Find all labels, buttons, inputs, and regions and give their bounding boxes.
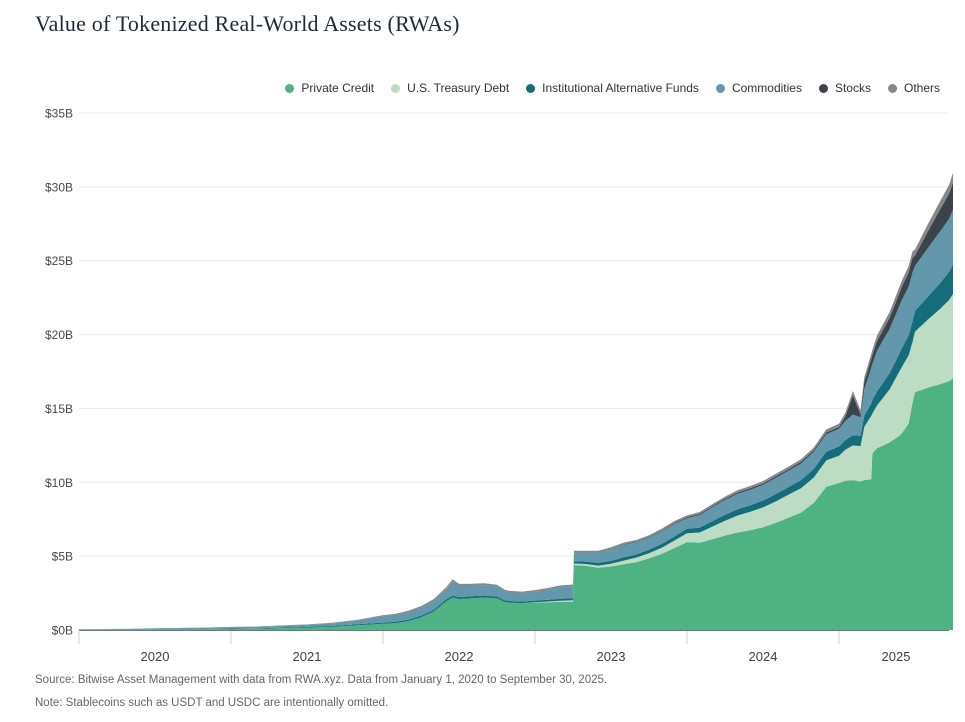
- legend-item-private-credit: Private Credit: [285, 81, 374, 95]
- legend-dot-others: [887, 83, 897, 93]
- note-text: Note: Stablecoins such as USDT and USDC …: [35, 697, 389, 709]
- legend-item-stocks: Stocks: [818, 81, 871, 95]
- legend-dot-stocks: [818, 83, 828, 93]
- legend-item-label: Private Credit: [301, 81, 375, 95]
- x-tick-label: 2023: [597, 649, 626, 664]
- y-axis-labels: $0B $5B $10B $15B $20B $25B $30B $35B: [45, 107, 73, 638]
- y-tick-label: $35B: [45, 107, 73, 121]
- legend-item-u-s-treasury-debt: U.S. Treasury Debt: [391, 81, 509, 95]
- source-text: Source: Bitwise Asset Management with da…: [35, 674, 608, 686]
- legend-dot-commodities: [715, 83, 725, 93]
- legend-dot-private-credit: [285, 83, 295, 93]
- legend-item-label: U.S. Treasury Debt: [407, 81, 510, 95]
- legend-dot-u-s-treasury-debt: [391, 83, 401, 93]
- legend-item-label: Stocks: [834, 81, 871, 95]
- legend-dot-institutional-alternative-funds: [526, 83, 536, 93]
- y-tick-label: $0B: [52, 624, 73, 638]
- y-tick-label: $30B: [45, 180, 73, 194]
- y-tick-label: $25B: [45, 254, 73, 268]
- legend-item-label: Institutional Alternative Funds: [542, 81, 699, 95]
- x-tick-label: 2021: [293, 649, 322, 664]
- area-series: [79, 172, 953, 630]
- chart-title: Value of Tokenized Real-World Assets (RW…: [35, 11, 460, 36]
- y-tick-label: $20B: [45, 328, 73, 342]
- x-axis-labels: 2020 2021 2022 2023 2024 2025: [141, 649, 911, 664]
- legend-item-commodities: Commodities: [715, 81, 802, 95]
- legend-item-institutional-alternative-funds: Institutional Alternative Funds: [526, 81, 699, 95]
- chart-footer: Source: Bitwise Asset Management with da…: [35, 669, 607, 715]
- y-gridlines: [79, 112, 949, 557]
- legend-item-label: Others: [903, 81, 940, 95]
- y-tick-label: $10B: [45, 476, 73, 490]
- y-tick-label: $5B: [52, 550, 73, 564]
- area-private-credit: [79, 378, 953, 630]
- x-tick-label: 2020: [141, 649, 170, 664]
- x-tick-label: 2025: [882, 649, 911, 664]
- x-axis-ticks: [78, 631, 840, 644]
- legend-item-others: Others: [887, 81, 940, 95]
- legend-item-label: Commodities: [731, 81, 802, 95]
- y-tick-label: $15B: [45, 402, 73, 416]
- chart-legend: Private Credit U.S. Treasury Debt Institut…: [285, 81, 940, 95]
- x-tick-label: 2022: [445, 649, 474, 664]
- x-tick-label: 2024: [749, 649, 778, 664]
